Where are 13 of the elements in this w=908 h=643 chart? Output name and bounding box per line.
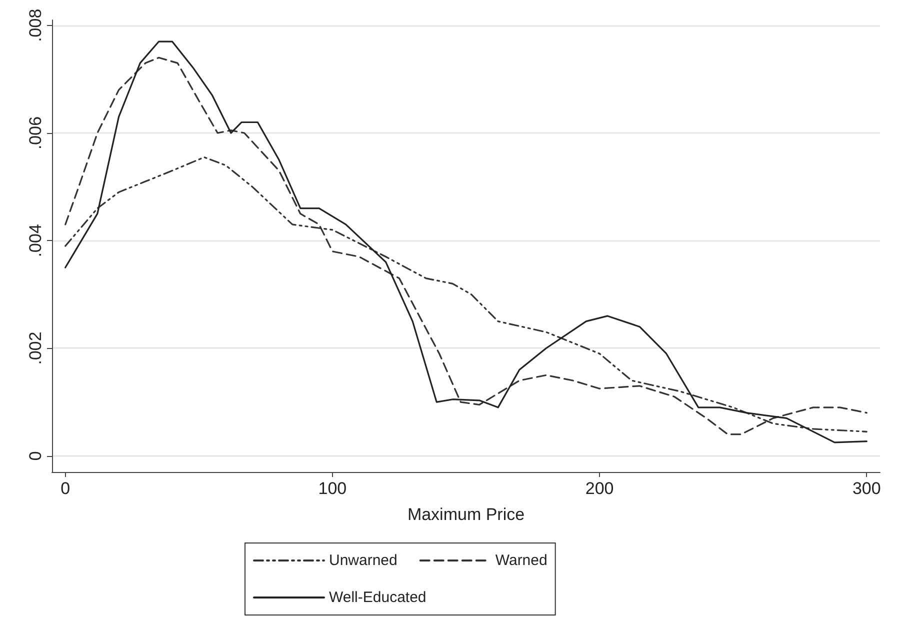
x-axis-title: Maximum Price: [407, 505, 525, 524]
x-tick-label: 0: [60, 479, 70, 498]
y-tick-label: .002: [26, 332, 45, 365]
y-tick-label: .004: [26, 224, 45, 258]
x-tick-label: 100: [318, 479, 347, 498]
x-tick-label: 200: [585, 479, 614, 498]
x-tick-label: 300: [852, 479, 881, 498]
legend-label: Well-Educated: [329, 589, 426, 606]
y-tick-label: 0: [26, 451, 45, 461]
legend-label: Warned: [495, 552, 548, 569]
y-tick-label: .006: [26, 116, 45, 150]
y-tick-label: .008: [26, 8, 45, 42]
legend-label: Unwarned: [329, 552, 398, 569]
